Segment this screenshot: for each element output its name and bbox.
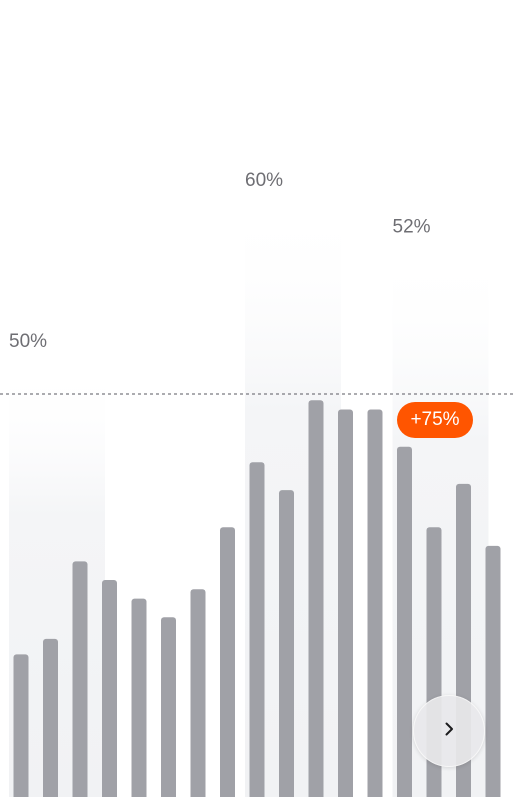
next-button[interactable]: [413, 695, 485, 767]
chart-bar: [72, 561, 88, 797]
chart-bar: [308, 400, 324, 797]
change-badge: +75%: [397, 402, 473, 438]
chart-bar: [279, 490, 294, 797]
chart-bar: [190, 589, 206, 797]
group-percent-label: 52%: [393, 216, 431, 237]
chart-bar: [220, 527, 235, 797]
chart-bar: [338, 409, 353, 797]
chart-bar: [43, 638, 58, 797]
chevron-right-icon: [441, 721, 457, 742]
chart-bar: [485, 545, 501, 797]
chart-bar: [102, 580, 117, 797]
chart-bar: [13, 654, 29, 797]
chart-bar: [131, 598, 147, 797]
chart-bar: [249, 462, 265, 797]
chart-bar: [161, 617, 176, 797]
group-percent-label: 50%: [9, 331, 47, 352]
chart-bar: [367, 409, 383, 797]
chart-bar: [397, 446, 412, 797]
group-percent-label: 60%: [245, 170, 283, 191]
